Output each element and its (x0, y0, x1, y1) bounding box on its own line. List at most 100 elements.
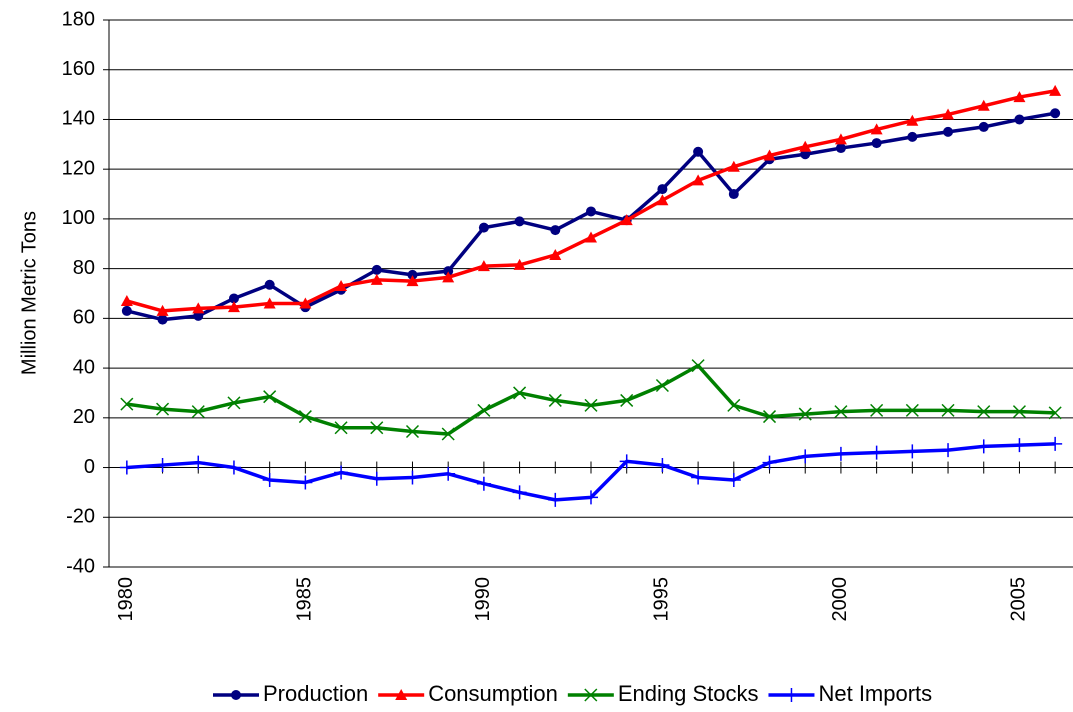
marker (548, 492, 563, 507)
marker (727, 160, 740, 172)
marker (1014, 114, 1025, 125)
marker (1048, 406, 1062, 420)
marker (443, 266, 454, 277)
marker (1013, 91, 1026, 103)
marker (512, 485, 527, 500)
marker (476, 476, 491, 491)
x-tick-label: 1985 (294, 577, 316, 622)
marker (906, 114, 919, 126)
marker (834, 133, 847, 145)
legend-item: Ending Stocks (567, 681, 758, 706)
y-tick-label: 60 (73, 307, 95, 329)
legend-marker (584, 688, 598, 702)
marker (905, 403, 919, 417)
legend-marker (231, 690, 241, 700)
marker (655, 458, 670, 473)
marker (120, 397, 134, 411)
marker (548, 393, 562, 407)
marker (656, 194, 669, 206)
marker (441, 466, 456, 481)
marker (549, 248, 562, 260)
legend-item: Consumption (378, 681, 558, 706)
marker (620, 393, 634, 407)
marker (834, 405, 848, 419)
marker (728, 189, 739, 200)
y-tick-label: 100 (62, 207, 95, 229)
legend-label: Consumption (428, 681, 558, 706)
y-tick-label: 0 (84, 456, 95, 478)
marker (1012, 405, 1026, 419)
marker (907, 131, 918, 142)
marker (657, 184, 668, 195)
marker (442, 271, 455, 283)
x-tick-label: 1990 (472, 577, 494, 622)
marker (870, 123, 883, 135)
marker (406, 275, 419, 287)
marker (762, 410, 777, 424)
marker (943, 126, 954, 137)
marker (584, 490, 598, 505)
marker (405, 470, 420, 485)
marker (941, 443, 956, 458)
marker (227, 396, 241, 410)
marker (478, 222, 489, 233)
marker (905, 444, 920, 459)
marker (798, 449, 813, 464)
marker (584, 398, 598, 412)
y-tick-label: 80 (73, 257, 95, 279)
x-tick-label: 2005 (1008, 577, 1030, 622)
marker (299, 297, 312, 309)
marker (977, 99, 990, 111)
marker (514, 216, 525, 227)
marker (156, 402, 170, 416)
marker (799, 140, 812, 152)
marker (586, 206, 596, 217)
marker (156, 304, 169, 316)
marker (441, 427, 455, 441)
marker (1050, 108, 1061, 119)
marker (335, 280, 348, 292)
marker (263, 297, 276, 309)
marker (692, 174, 705, 186)
y-tick-label: -40 (66, 555, 95, 577)
marker (119, 460, 134, 475)
marker (1012, 438, 1027, 453)
marker (693, 146, 704, 157)
x-tick-label: 1995 (651, 577, 673, 622)
marker (620, 214, 633, 226)
x-tick-label: 2000 (829, 577, 851, 622)
marker (835, 143, 846, 154)
legend-label: Production (263, 681, 368, 706)
marker (192, 302, 205, 314)
marker (585, 231, 597, 243)
y-tick-label: 160 (62, 58, 95, 80)
legend-label: Net Imports (818, 681, 932, 706)
legend-marker (784, 688, 799, 702)
marker (655, 378, 669, 393)
marker (121, 305, 132, 316)
y-tick-label: -20 (66, 506, 95, 528)
marker (477, 403, 491, 417)
marker (477, 260, 490, 272)
marker (1048, 436, 1063, 451)
marker (157, 314, 168, 325)
y-axis-label: Million Metric Tons (18, 211, 40, 375)
marker (298, 410, 312, 424)
marker (727, 398, 741, 412)
marker (334, 421, 348, 435)
marker (762, 455, 777, 470)
marker (155, 458, 170, 473)
marker (298, 475, 313, 490)
marker (833, 446, 848, 461)
marker (264, 279, 275, 290)
marker (691, 359, 705, 373)
marker (191, 455, 206, 470)
marker (798, 407, 812, 421)
legend-item: Production (213, 681, 368, 706)
marker (191, 405, 205, 419)
marker (262, 472, 277, 487)
marker (691, 470, 706, 485)
y-tick-label: 180 (62, 8, 95, 30)
y-tick-label: 140 (62, 108, 95, 130)
